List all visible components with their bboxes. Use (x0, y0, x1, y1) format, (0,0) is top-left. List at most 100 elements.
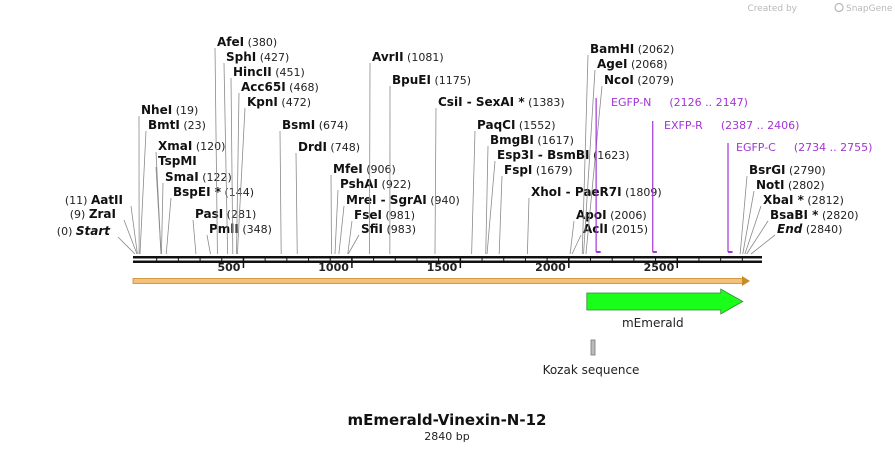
site-name: BsrGI (749, 163, 786, 177)
primers: EGFP-N (2126 .. 2147) EXFP-R (2387 .. 2406)… (595, 96, 872, 253)
primer-label[interactable]: EGFP-N (2126 .. 2147) (611, 96, 748, 109)
site-zrai[interactable]: (9) ZraI (70, 207, 138, 255)
site-xhoi-paer7i[interactable]: XhoI - PaeR7I (1809) (526, 185, 662, 255)
site-label[interactable]: (9) ZraI (70, 207, 116, 221)
watermark-brand: SnapGene (846, 4, 893, 14)
site-label[interactable]: NcoI (2079) (604, 73, 674, 87)
site-noti[interactable]: NotI (2802) (742, 178, 825, 255)
site-label[interactable]: PmlI (348) (209, 222, 272, 236)
site-connector (206, 234, 211, 255)
site-position: (380) (244, 36, 277, 49)
site-acc65i[interactable]: Acc65I (468) (236, 80, 319, 255)
site-afei[interactable]: AfeI (380) (214, 35, 277, 255)
site-label[interactable]: AfeI (380) (217, 35, 277, 49)
site-esp3i-bsmbi[interactable]: Esp3I - BsmBI (1623) (486, 148, 630, 255)
site-sphi[interactable]: SphI (427) (223, 50, 289, 255)
site-label[interactable]: Acc65I (468) (241, 80, 319, 94)
site-bsmi[interactable]: BsmI (674) (279, 118, 348, 255)
site-label[interactable]: BsrGI (2790) (749, 163, 826, 177)
site-label[interactable]: AclI (2015) (583, 222, 648, 236)
primer-exfp-r[interactable]: EXFP-R (2387 .. 2406) (652, 119, 800, 253)
site-fspi[interactable]: FspI (1679) (498, 163, 572, 255)
site-bmti[interactable]: BmtI (23) (139, 118, 206, 255)
site-label[interactable]: (0) Start (57, 224, 111, 238)
site-label[interactable]: SfiI (983) (361, 222, 416, 236)
site-name: NheI (141, 103, 172, 117)
feature-memerald[interactable]: mEmerald (586, 288, 744, 330)
site-mfei[interactable]: MfeI (906) (330, 162, 396, 255)
site-label[interactable]: TspMI (158, 154, 197, 168)
site-label[interactable]: BamHI (2062) (590, 42, 674, 56)
site-nhei[interactable]: NheI (19) (138, 103, 198, 255)
site-label[interactable]: PshAI (922) (340, 177, 411, 191)
site-label[interactable]: FseI (981) (354, 208, 415, 222)
site-name: HincII (233, 65, 272, 79)
site-ncoi[interactable]: NcoI (2079) (585, 73, 674, 255)
site-label[interactable]: PasI (281) (195, 207, 256, 221)
feature-arrow[interactable] (586, 288, 744, 315)
site-label[interactable]: NheI (19) (141, 103, 198, 117)
site-avrii[interactable]: AvrII (1081) (369, 50, 444, 255)
site-label[interactable]: KpnI (472) (247, 95, 311, 109)
site-bsabi[interactable]: BsaBI * (2820) (746, 208, 859, 255)
site-pshai[interactable]: PshAI (922) (334, 177, 411, 255)
site-label[interactable]: FspI (1679) (504, 163, 572, 177)
site-xbai[interactable]: XbaI * (2812) (744, 193, 844, 255)
feature-box[interactable] (590, 339, 596, 356)
site-agei[interactable]: AgeI (2068) (583, 57, 668, 255)
site-label[interactable]: SphI (427) (226, 50, 289, 64)
site-label[interactable]: XmaI (120) (158, 139, 225, 153)
site-label[interactable]: DrdI (748) (298, 140, 360, 154)
site-label[interactable]: MfeI (906) (333, 162, 396, 176)
site-position: (922) (378, 178, 411, 191)
site-acli[interactable]: AclI (2015) (571, 222, 648, 255)
feature-kozak-sequence[interactable]: Kozak sequence (543, 339, 640, 377)
site-label[interactable]: NotI (2802) (756, 178, 825, 192)
primer-label[interactable]: EXFP-R (2387 .. 2406) (664, 119, 799, 132)
primer-label[interactable]: EGFP-C (2734 .. 2755) (736, 141, 872, 154)
site-label[interactable]: AgeI (2068) (597, 57, 668, 71)
site-label[interactable]: XhoI - PaeR7I (1809) (531, 185, 662, 199)
site-sfii[interactable]: SfiI (983) (347, 222, 416, 255)
primer-egfp-n[interactable]: EGFP-N (2126 .. 2147) (595, 96, 748, 253)
site-hincii[interactable]: HincII (451) (230, 65, 305, 255)
site-bpuei[interactable]: BpuEI (1175) (389, 73, 471, 255)
primer-egfp-c[interactable]: EGFP-C (2734 .. 2755) (727, 141, 872, 253)
site-label[interactable]: MreI - SgrAI (940) (346, 193, 460, 207)
site-end[interactable]: End (2840) (750, 222, 842, 255)
site-label[interactable]: BmgBI (1617) (490, 133, 574, 147)
site-label[interactable]: BpuEI (1175) (392, 73, 471, 87)
site-name: XhoI - PaeR7I (531, 185, 622, 199)
site-start[interactable]: (0) Start (57, 224, 136, 255)
site-label[interactable]: SmaI (122) (165, 170, 232, 184)
site-label[interactable]: PaqCI (1552) (477, 118, 556, 132)
site-label[interactable]: BmtI (23) (148, 118, 206, 132)
site-label[interactable]: HincII (451) (233, 65, 305, 79)
ruler-tick-label: 2000 (535, 261, 566, 274)
site-label[interactable]: End (2840) (777, 222, 842, 236)
site-label[interactable]: Esp3I - BsmBI (1623) (497, 148, 630, 162)
site-bsrgi[interactable]: BsrGI (2790) (739, 163, 826, 255)
site-drdi[interactable]: DrdI (748) (295, 140, 360, 255)
site-label[interactable]: BsaBI * (2820) (770, 208, 859, 222)
site-csii-sexai[interactable]: CsiI - SexAI * (1383) (434, 95, 565, 255)
site-paqci[interactable]: PaqCI (1552) (471, 118, 556, 255)
site-label[interactable]: BspEI * (144) (173, 185, 254, 199)
site-label[interactable]: XbaI * (2812) (763, 193, 844, 207)
site-connector (347, 220, 353, 255)
watermark-created-by: Created by (747, 4, 797, 14)
site-label[interactable]: BsmI (674) (282, 118, 348, 132)
site-aatii[interactable]: (11) AatII (65, 193, 138, 255)
site-name: XbaI * (763, 193, 805, 207)
site-pmli[interactable]: PmlI (348) (206, 222, 272, 255)
site-label[interactable]: AvrII (1081) (372, 50, 444, 64)
site-smai[interactable]: SmaI (122) (161, 170, 232, 255)
site-tspmi[interactable]: TspMI (155, 154, 197, 255)
site-xmai[interactable]: XmaI (120) (155, 139, 225, 255)
site-label[interactable]: CsiI - SexAI * (1383) (438, 95, 565, 109)
site-kpni[interactable]: KpnI (472) (236, 95, 311, 255)
site-bamhi[interactable]: BamHI (2062) (581, 42, 674, 255)
site-position: (120) (192, 140, 225, 153)
site-bmgbi[interactable]: BmgBI (1617) (485, 133, 574, 255)
site-label[interactable]: (11) AatII (65, 193, 123, 207)
